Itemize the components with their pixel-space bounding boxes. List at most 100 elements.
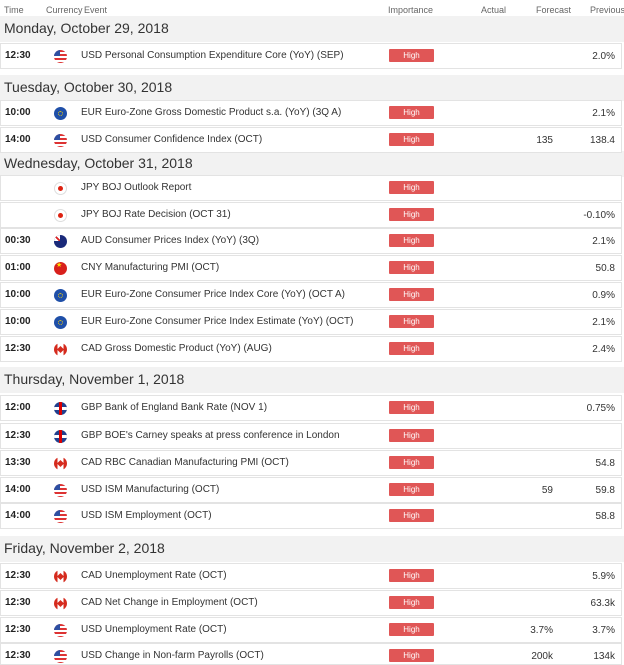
event-name[interactable]: USD Change in Non-farm Payrolls (OCT)	[81, 650, 264, 661]
ca-flag-icon	[54, 570, 67, 583]
event-row[interactable]: 10:00 EUR Euro-Zone Gross Domestic Produ…	[0, 100, 622, 126]
day-header: Wednesday, October 31, 2018	[0, 151, 624, 177]
event-name[interactable]: CAD Net Change in Employment (OCT)	[81, 597, 258, 608]
event-previous: 134k	[593, 651, 615, 662]
ca-flag-icon	[54, 343, 67, 356]
event-forecast: 3.7%	[530, 625, 553, 636]
event-name[interactable]: JPY BOJ Rate Decision (OCT 31)	[81, 209, 231, 220]
event-time: 00:30	[5, 235, 31, 246]
importance-badge: High	[389, 456, 434, 469]
event-row[interactable]: JPY BOJ Outlook Report High	[0, 175, 622, 201]
day-header: Monday, October 29, 2018	[0, 16, 624, 42]
day-header: Thursday, November 1, 2018	[0, 367, 624, 393]
importance-badge: High	[389, 509, 434, 522]
event-row[interactable]: 14:00 USD ISM Employment (OCT) High 58.8	[0, 503, 622, 529]
jp-flag-icon	[54, 209, 67, 222]
importance-badge: High	[389, 649, 434, 662]
event-time: 12:30	[5, 343, 31, 354]
importance-badge: High	[389, 596, 434, 609]
event-previous: 0.9%	[592, 290, 615, 301]
us-flag-icon	[54, 650, 67, 663]
event-name[interactable]: USD ISM Manufacturing (OCT)	[81, 484, 220, 495]
event-time: 12:30	[5, 624, 31, 635]
header-forecast: Forecast	[536, 5, 572, 15]
us-flag-icon	[54, 484, 67, 497]
event-name[interactable]: GBP BOE's Carney speaks at press confere…	[81, 430, 340, 441]
event-row[interactable]: 14:00 USD Consumer Confidence Index (OCT…	[0, 127, 622, 153]
event-row[interactable]: 14:00 USD ISM Manufacturing (OCT) High 5…	[0, 477, 622, 503]
event-row[interactable]: 12:30 USD Change in Non-farm Payrolls (O…	[0, 643, 622, 665]
eu-flag-icon	[54, 316, 67, 329]
event-name[interactable]: USD ISM Employment (OCT)	[81, 510, 212, 521]
event-time: 12:30	[5, 50, 31, 61]
event-previous: 63.3k	[590, 598, 615, 609]
event-row[interactable]: 10:00 EUR Euro-Zone Consumer Price Index…	[0, 309, 622, 335]
event-row[interactable]: 01:00 CNY Manufacturing PMI (OCT) High 5…	[0, 255, 622, 281]
importance-badge: High	[389, 569, 434, 582]
event-time: 10:00	[5, 107, 31, 118]
event-row[interactable]: 10:00 EUR Euro-Zone Consumer Price Index…	[0, 282, 622, 308]
header-previous: Previous	[590, 5, 624, 15]
us-flag-icon	[54, 624, 67, 637]
importance-badge: High	[389, 623, 434, 636]
importance-badge: High	[389, 261, 434, 274]
au-flag-icon	[54, 235, 67, 248]
event-name[interactable]: EUR Euro-Zone Gross Domestic Product s.a…	[81, 107, 342, 118]
event-previous: 5.9%	[592, 571, 615, 582]
eu-flag-icon	[54, 289, 67, 302]
event-name[interactable]: USD Consumer Confidence Index (OCT)	[81, 134, 263, 145]
event-previous: 0.75%	[586, 403, 615, 414]
day-header: Tuesday, October 30, 2018	[0, 75, 624, 101]
importance-badge: High	[389, 106, 434, 119]
event-name[interactable]: EUR Euro-Zone Consumer Price Index Core …	[81, 289, 345, 300]
event-row[interactable]: 12:30 GBP BOE's Carney speaks at press c…	[0, 423, 622, 449]
cn-flag-icon	[54, 262, 67, 275]
event-row[interactable]: 12:30 USD Personal Consumption Expenditu…	[0, 43, 622, 69]
event-previous: 138.4	[589, 135, 615, 146]
header-event: Event	[84, 5, 108, 15]
event-name[interactable]: CAD RBC Canadian Manufacturing PMI (OCT)	[81, 457, 289, 468]
event-name[interactable]: USD Personal Consumption Expenditure Cor…	[81, 50, 344, 61]
event-previous: 54.8	[595, 458, 615, 469]
event-previous: 2.0%	[592, 51, 615, 62]
event-time: 12:30	[5, 570, 31, 581]
importance-badge: High	[389, 181, 434, 194]
event-forecast: 59	[541, 485, 553, 496]
day-date: Tuesday, October 30, 2018	[4, 79, 173, 95]
event-name[interactable]: CAD Gross Domestic Product (YoY) (AUG)	[81, 343, 272, 354]
event-previous: 3.7%	[592, 625, 615, 636]
event-name[interactable]: CAD Unemployment Rate (OCT)	[81, 570, 227, 581]
importance-badge: High	[389, 401, 434, 414]
event-time: 13:30	[5, 457, 31, 468]
day-date: Wednesday, October 31, 2018	[4, 155, 193, 171]
event-name[interactable]: JPY BOJ Outlook Report	[81, 182, 192, 193]
event-row[interactable]: JPY BOJ Rate Decision (OCT 31) High -0.1…	[0, 202, 622, 228]
event-time: 14:00	[5, 510, 31, 521]
day-date: Friday, November 2, 2018	[4, 540, 165, 556]
event-row[interactable]: 12:30 USD Unemployment Rate (OCT) High 3…	[0, 617, 622, 643]
header-importance: Importance	[388, 5, 434, 15]
us-flag-icon	[54, 134, 67, 147]
event-previous: 2.1%	[592, 317, 615, 328]
event-name[interactable]: EUR Euro-Zone Consumer Price Index Estim…	[81, 316, 354, 327]
gb-flag-icon	[54, 402, 67, 415]
column-header: Time Currency Event Importance Actual Fo…	[0, 0, 624, 18]
importance-badge: High	[389, 208, 434, 221]
event-name[interactable]: CNY Manufacturing PMI (OCT)	[81, 262, 220, 273]
event-row[interactable]: 12:30 CAD Gross Domestic Product (YoY) (…	[0, 336, 622, 362]
event-name[interactable]: AUD Consumer Prices Index (YoY) (3Q)	[81, 235, 260, 246]
importance-badge: High	[389, 133, 434, 146]
event-previous: 2.1%	[592, 108, 615, 119]
event-name[interactable]: USD Unemployment Rate (OCT)	[81, 624, 227, 635]
event-row[interactable]: 12:00 GBP Bank of England Bank Rate (NOV…	[0, 395, 622, 421]
event-previous: 2.1%	[592, 236, 615, 247]
event-row[interactable]: 12:30 CAD Net Change in Employment (OCT)…	[0, 590, 622, 616]
importance-badge: High	[389, 234, 434, 247]
gb-flag-icon	[54, 430, 67, 443]
event-name[interactable]: GBP Bank of England Bank Rate (NOV 1)	[81, 402, 268, 413]
event-row[interactable]: 13:30 CAD RBC Canadian Manufacturing PMI…	[0, 450, 622, 476]
event-row[interactable]: 00:30 AUD Consumer Prices Index (YoY) (3…	[0, 228, 622, 254]
event-row[interactable]: 12:30 CAD Unemployment Rate (OCT) High 5…	[0, 563, 622, 589]
event-previous: 58.8	[595, 511, 615, 522]
